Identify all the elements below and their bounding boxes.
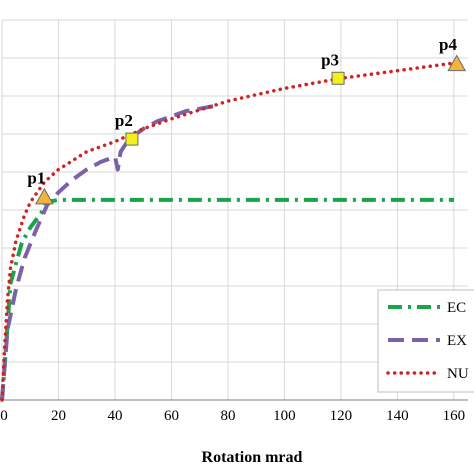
x-tick-label: 0 xyxy=(0,408,8,424)
x-tick-label: 140 xyxy=(386,408,409,424)
marker-triangle-p4 xyxy=(447,54,467,72)
marker-square-p3 xyxy=(331,71,345,85)
x-axis-title: Rotation mrad xyxy=(202,449,303,466)
annotation-markers xyxy=(35,54,467,205)
x-tick-label: 20 xyxy=(51,408,66,424)
x-tick-label: 60 xyxy=(164,408,179,424)
series-line-ex xyxy=(0,104,215,401)
legend-label-ec: EC xyxy=(447,300,466,316)
point-label-p2: p2 xyxy=(115,111,133,130)
series xyxy=(0,61,456,402)
grid xyxy=(1,19,468,401)
series-line-nu xyxy=(0,61,456,402)
x-tick-label: 120 xyxy=(330,408,353,424)
x-tick-label: 100 xyxy=(273,408,296,424)
marker-square-p2 xyxy=(125,132,139,146)
x-tick-labels: 0 20 40 60 80 100 120 140 160 xyxy=(0,408,465,424)
point-label-p4: p4 xyxy=(439,35,457,54)
point-label-p3: p3 xyxy=(321,50,339,69)
x-tick-label: 160 xyxy=(443,408,466,424)
legend: EC EX NU xyxy=(377,289,474,393)
point-label-p1: p1 xyxy=(27,168,45,187)
x-tick-label: 40 xyxy=(107,408,122,424)
legend-label-nu: NU xyxy=(447,366,469,382)
series-line-ec xyxy=(0,197,454,401)
x-tick-label: 80 xyxy=(220,408,235,424)
legend-label-ex: EX xyxy=(447,333,467,349)
marker-triangle-p1 xyxy=(35,187,54,205)
point-labels: p1 p2 p3 p4 xyxy=(27,35,457,187)
